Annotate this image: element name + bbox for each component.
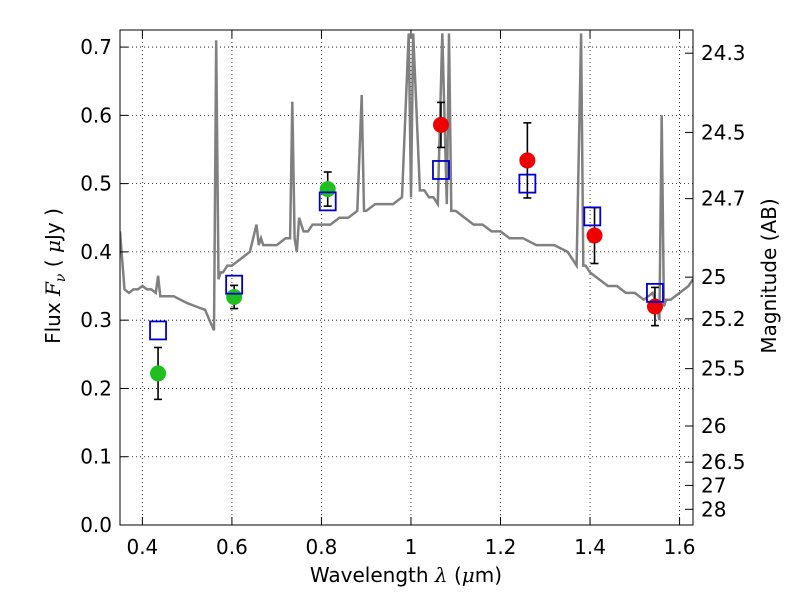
grid-lines xyxy=(120,30,693,526)
y2-tick-label: 26.5 xyxy=(701,450,746,474)
square-point xyxy=(646,282,664,303)
red-point xyxy=(519,152,536,169)
y2-tick-label: 28 xyxy=(701,497,726,521)
y-tick-label: 0.7 xyxy=(80,35,112,59)
x-tick-label: 0.8 xyxy=(306,535,338,559)
red-point xyxy=(432,116,449,133)
y2-tick-label: 24.5 xyxy=(701,120,746,144)
x-tick-labels: 0.4 0.6 0.8 1 1.2 1.4 1.6 xyxy=(126,535,695,559)
x-tick-label: 1.6 xyxy=(664,535,696,559)
y-tick-label: 0.5 xyxy=(80,172,112,196)
square-point xyxy=(583,206,602,227)
y2-axis-label: Magnitude (AB) xyxy=(757,198,781,353)
square-point xyxy=(225,274,244,295)
data-markers xyxy=(149,116,664,382)
y2-tick-label: 27 xyxy=(701,473,726,497)
y-tick-label: 0.1 xyxy=(80,445,112,469)
red-point xyxy=(646,298,663,315)
y2-tick-label: 25.5 xyxy=(701,357,746,381)
x-axis-label: Wavelength λ (μm) xyxy=(310,563,502,587)
green-point xyxy=(319,181,336,198)
y-tick-label: 0.2 xyxy=(80,376,112,400)
y-tick-labels: 0.0 0.1 0.2 0.3 0.4 0.5 0.6 0.7 xyxy=(80,35,112,537)
square-point xyxy=(318,191,337,212)
y-tick-label: 0.4 xyxy=(80,240,112,264)
y2-tick-label: 25 xyxy=(701,265,726,289)
x-tick-label: 0.4 xyxy=(126,535,158,559)
y-tick-label: 0.6 xyxy=(80,103,112,127)
x-tick-label: 1.2 xyxy=(485,535,517,559)
y2-tick-label: 24.7 xyxy=(701,187,746,211)
green-point xyxy=(226,288,243,305)
x-tick-label: 1.4 xyxy=(574,535,606,559)
red-point xyxy=(586,227,603,244)
square-point xyxy=(432,160,450,180)
y-tick-label: 0.0 xyxy=(80,513,112,537)
model-spectrum xyxy=(120,33,693,331)
x-tick-label: 0.6 xyxy=(216,535,248,559)
y2-tick-label: 25.2 xyxy=(701,307,746,331)
y-tick-label: 0.3 xyxy=(80,308,112,332)
axis-ticks xyxy=(120,30,693,526)
model-spectrum-line xyxy=(120,33,693,331)
square-point xyxy=(149,320,167,341)
square-point xyxy=(518,173,537,194)
y2-tick-label: 26 xyxy=(701,414,726,438)
y2-tick-label: 24.3 xyxy=(701,41,746,65)
x-tick-label: 1 xyxy=(405,535,418,559)
y-axis-label: Flux Fν ( μJy ) xyxy=(41,208,69,344)
green-point xyxy=(150,365,167,382)
